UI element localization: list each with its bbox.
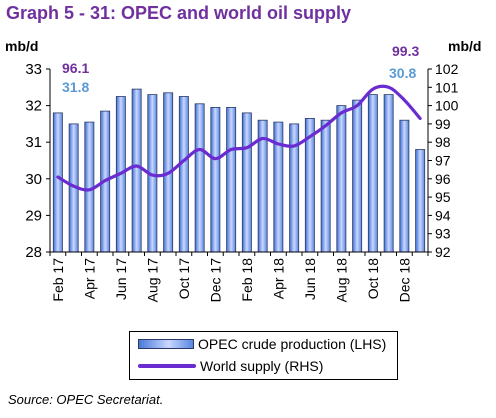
x-tick-label-jun-17: Jun 17 — [113, 258, 129, 300]
callout-start-opec: 31.8 — [62, 79, 89, 95]
legend-bars-label: OPEC crude production (LHS) — [198, 336, 387, 352]
axes-layer — [46, 68, 432, 256]
left-axis-unit: mb/d — [5, 38, 39, 54]
bar-oct-18 — [367, 94, 378, 253]
bar-jul-17 — [131, 88, 142, 253]
right-tick-label-97: 97 — [435, 153, 451, 169]
chart-title: Graph 5 - 31: OPEC and world oil supply — [6, 3, 352, 23]
bar-jan-19 — [415, 149, 426, 253]
left-tick-label-30: 30 — [25, 171, 42, 188]
right-axis-unit: mb/d — [448, 38, 482, 54]
legend-item-world: World supply (RHS) — [138, 358, 323, 374]
right-tick-label-92: 92 — [435, 244, 451, 260]
legend-item-opec: OPEC crude production (LHS) — [138, 336, 386, 352]
x-tick-label-apr-18: Apr 18 — [270, 258, 286, 299]
right-tick-label-96: 96 — [435, 171, 451, 187]
left-tick-label-28: 28 — [25, 244, 42, 261]
legend-line-label: World supply (RHS) — [200, 358, 324, 374]
left-tick-label-31: 31 — [25, 134, 42, 151]
bar-jul-18 — [320, 119, 331, 253]
world-supply-line — [56, 84, 422, 192]
right-tick-label-94: 94 — [435, 207, 451, 223]
line-layer — [56, 84, 422, 192]
x-tick-label-aug-18: Aug 18 — [333, 258, 349, 303]
callout-end-world: 99.3 — [392, 43, 419, 59]
left-tick-label-32: 32 — [25, 98, 42, 115]
right-tick-label-100: 100 — [435, 98, 459, 114]
x-tick-label-oct-17: Oct 17 — [176, 258, 192, 299]
left-tick-label-33: 33 — [25, 61, 42, 78]
x-tick-label-jun-18: Jun 18 — [302, 258, 318, 300]
right-tick-label-102: 102 — [435, 61, 459, 77]
chart-legend: OPEC crude production (LHS) World supply… — [129, 331, 398, 380]
right-tick-label-98: 98 — [435, 134, 451, 150]
chart-plot: 28 29 30 31 32 33 92 93 94 95 96 97 98 99 100 101 102 Feb… — [25, 43, 458, 302]
x-tick-label-apr-17: Apr 17 — [81, 258, 97, 299]
bar-sep-18 — [352, 99, 363, 253]
right-tick-label-95: 95 — [435, 189, 451, 205]
bar-dec-17 — [210, 107, 221, 253]
x-tick-label-dec-18: Dec 18 — [396, 258, 412, 303]
bar-oct-17 — [178, 96, 189, 253]
bar-dec-18 — [399, 119, 410, 253]
bar-aug-18 — [336, 105, 347, 253]
bar-nov-17 — [194, 103, 205, 253]
right-tick-label-101: 101 — [435, 79, 459, 95]
x-tick-label-feb-18: Feb 18 — [239, 258, 255, 302]
callout-start-world: 96.1 — [62, 60, 89, 76]
right-tick-label-93: 93 — [435, 226, 451, 242]
x-tick-label-aug-17: Aug 17 — [144, 258, 160, 303]
legend-bar-swatch — [138, 339, 194, 349]
callout-end-opec: 30.8 — [389, 65, 416, 81]
labels-layer: 28 29 30 31 32 33 92 93 94 95 96 97 98 99 100 101 102 Feb… — [25, 43, 458, 302]
legend-line-swatch — [138, 364, 196, 368]
x-tick-label-dec-17: Dec 17 — [207, 258, 223, 303]
bar-feb-18 — [241, 112, 252, 253]
source-note: Source: OPEC Secretariat. — [8, 392, 164, 407]
bar-feb-17 — [52, 112, 63, 253]
x-tick-label-oct-18: Oct 18 — [365, 258, 381, 299]
right-tick-label-99: 99 — [435, 116, 451, 132]
left-tick-label-29: 29 — [25, 207, 42, 224]
bar-nov-18 — [383, 94, 394, 253]
bars-layer — [52, 88, 426, 253]
bar-jan-18 — [226, 107, 237, 253]
x-tick-label-feb-17: Feb 17 — [50, 258, 66, 302]
